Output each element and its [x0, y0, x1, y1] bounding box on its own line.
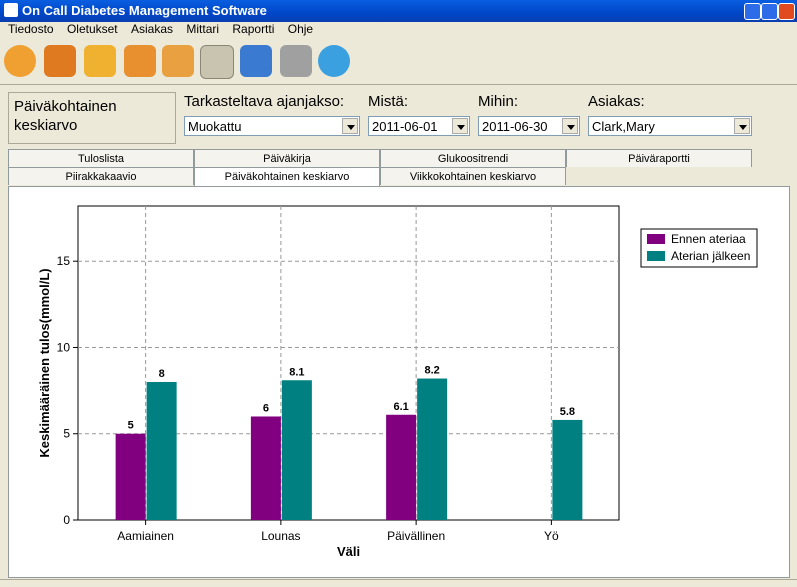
y-tick-label: 10 [57, 340, 71, 354]
legend-label: Aterian jälkeen [671, 249, 750, 263]
email-button[interactable] [280, 45, 312, 77]
from-label: Mistä: [368, 93, 409, 110]
y-tick-label: 15 [57, 254, 71, 268]
back-button[interactable] [4, 45, 36, 77]
meter-button[interactable] [162, 45, 194, 77]
status-bar [0, 579, 797, 587]
period-label: Tarkasteltava ajanjakso: [184, 93, 345, 110]
legend-swatch [647, 251, 665, 261]
client-label: Asiakas: [588, 93, 645, 110]
client-value: Clark,Mary [592, 119, 655, 134]
refresh-button[interactable] [318, 45, 350, 77]
x-tick-label: Lounas [261, 529, 300, 543]
bar [281, 380, 312, 520]
chart-panel: 0 5 10 15 Aamiainen Lounas Päivällinen Yö 5 6 6.1 8… [8, 186, 790, 578]
menu-bar: Tiedosto Oletukset Asiakas Mittari Rapor… [0, 22, 797, 40]
from-combo[interactable]: 2011-06-01 [368, 116, 470, 136]
data-label: 5 [128, 420, 134, 432]
report-button[interactable] [200, 45, 234, 79]
x-tick-label: Päivällinen [387, 529, 445, 543]
print-button[interactable] [240, 45, 272, 77]
bar [386, 414, 417, 520]
legend-swatch [647, 234, 665, 244]
data-label: 5.8 [560, 406, 575, 418]
menu-item[interactable]: Oletukset [66, 22, 118, 36]
y-tick-label: 5 [63, 427, 70, 441]
period-combo[interactable]: Muokattu [184, 116, 360, 136]
tab[interactable]: Päiväkohtainen keskiarvo [194, 167, 380, 187]
to-value: 2011-06-30 [482, 119, 548, 134]
bar [115, 433, 146, 520]
maximize-button[interactable] [761, 3, 778, 20]
data-label: 6.1 [393, 401, 408, 413]
client-button[interactable] [124, 45, 156, 77]
y-axis-label: Keskimääräinen tulos(mmol/L) [37, 268, 52, 457]
tab[interactable]: Viikkokohtainen keskiarvo [380, 167, 566, 185]
bar [417, 378, 448, 520]
legend-label: Ennen ateriaa [671, 232, 746, 246]
tab[interactable]: Piirakkakaavio [8, 167, 194, 185]
chart: 0 5 10 15 Aamiainen Lounas Päivällinen Yö 5 6 6.1 8… [37, 205, 758, 559]
title-bar: On Call Diabetes Management Software [0, 0, 797, 22]
data-label: 8.2 [424, 365, 439, 377]
to-label: Mihin: [478, 93, 519, 110]
y-tick-label: 0 [63, 513, 70, 527]
menu-item[interactable]: Mittari [186, 22, 220, 36]
tab[interactable]: Tuloslista [8, 149, 194, 167]
data-label: 8 [159, 368, 165, 380]
report-label: Päiväkohtainen keskiarvo [14, 98, 117, 134]
x-tick-label: Yö [544, 529, 559, 543]
tab[interactable]: Päiväkirja [194, 149, 380, 167]
menu-item[interactable]: Asiakas [130, 22, 174, 36]
menu-item[interactable]: Ohje [287, 22, 314, 36]
from-value: 2011-06-01 [372, 119, 438, 134]
bar [552, 419, 583, 520]
tab[interactable]: Glukoositrendi [380, 149, 566, 167]
close-button[interactable] [778, 3, 795, 20]
report-panel: Päiväkohtainen keskiarvo [8, 92, 176, 144]
x-tick-label: Aamiainen [117, 529, 174, 543]
period-value: Muokattu [188, 119, 242, 134]
data-label: 8.1 [289, 366, 304, 378]
client-combo[interactable]: Clark,Mary [588, 116, 752, 136]
data-label: 6 [263, 402, 269, 414]
home-button[interactable] [44, 45, 76, 77]
bar [146, 381, 177, 520]
tab[interactable]: Päiväraportti [566, 149, 752, 167]
x-axis-label: Väli [337, 544, 360, 559]
to-combo[interactable]: 2011-06-30 [478, 116, 580, 136]
bar [250, 416, 281, 520]
menu-item[interactable]: Raportti [232, 22, 275, 36]
minimize-button[interactable] [744, 3, 761, 20]
open-button[interactable] [84, 45, 116, 77]
toolbar [0, 40, 797, 85]
app-icon [4, 3, 18, 17]
window-title: On Call Diabetes Management Software [22, 3, 267, 18]
menu-item[interactable]: Tiedosto [8, 22, 54, 36]
